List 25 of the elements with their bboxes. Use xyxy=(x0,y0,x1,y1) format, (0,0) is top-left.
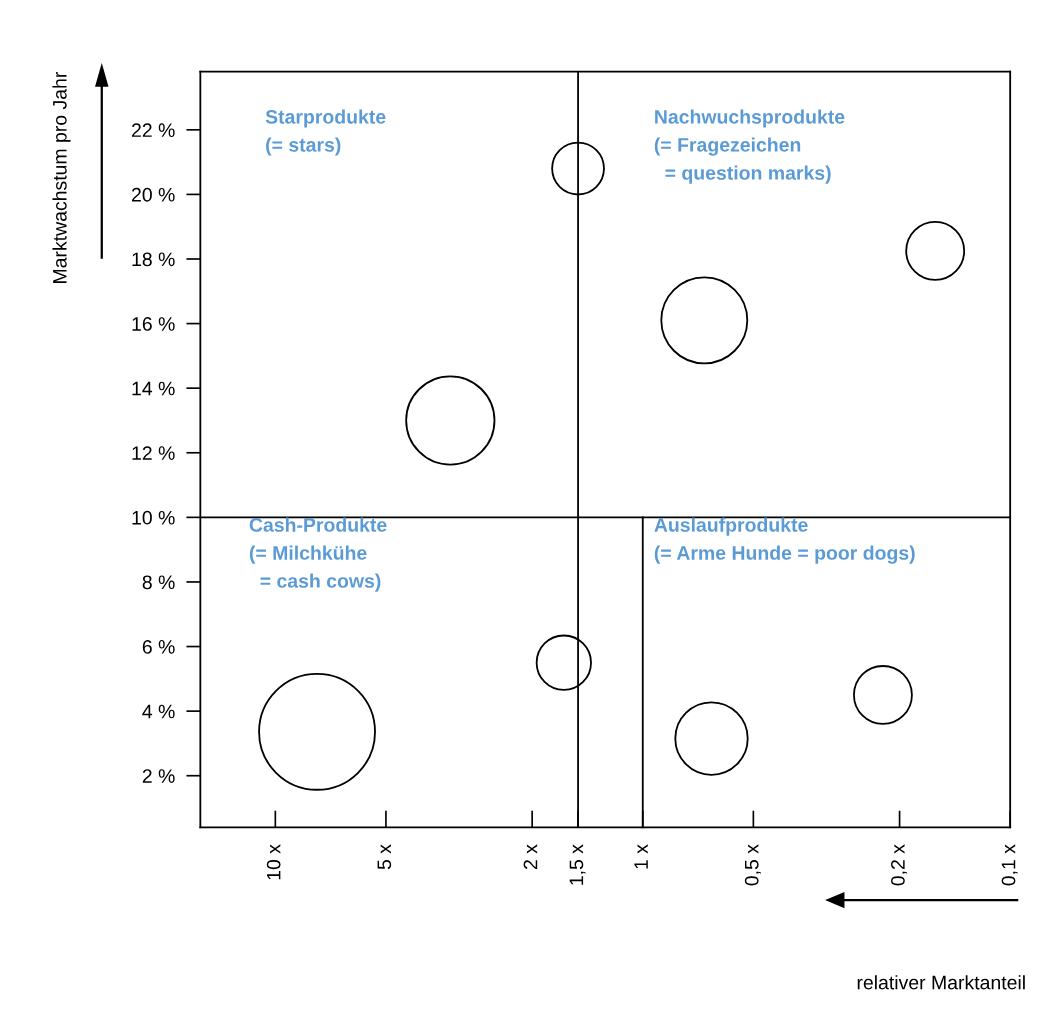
x-tick-label: 10 x xyxy=(266,844,281,880)
annotation: Nachwuchsprodukte (= Fragezeichen = question marks) xyxy=(654,109,845,184)
x-tick-label: 5 x xyxy=(377,844,392,870)
x-tick-label: 1 x xyxy=(634,844,648,869)
y-tick-label: 20 % xyxy=(132,187,175,202)
x-tick-label: 2 x xyxy=(523,844,538,870)
annotation: Starprodukte (= stars) xyxy=(265,109,386,156)
annotation: Cash-Produkte (= Milchkühe = cash cows) xyxy=(249,517,387,592)
x-tick-label: 1,5 x xyxy=(569,844,586,885)
y-tick-label: 4 % xyxy=(142,704,175,719)
y-tick-label: 8 % xyxy=(142,575,175,590)
y-axis-title: Marktwachstum pro Jahr xyxy=(52,71,71,283)
y-tick-label: 16 % xyxy=(132,317,175,331)
x-tick-label: 0,2 x xyxy=(891,844,908,886)
y-tick-label: 22 % xyxy=(132,123,175,137)
x-tick-label: 0,5 x xyxy=(744,844,761,886)
annotation: Auslaufprodukte (= Arme Hunde = poor dogs) xyxy=(654,517,915,564)
y-tick-label: 18 % xyxy=(132,252,175,267)
y-tick-label: 12 % xyxy=(132,446,175,460)
x-tick-label: 0,1 x xyxy=(1001,844,1018,886)
y-tick-label: 6 % xyxy=(142,640,175,654)
x-axis-title: relativer Marktanteil xyxy=(857,975,1025,990)
y-tick-label: 14 % xyxy=(132,381,175,396)
y-tick-label: 2 % xyxy=(142,769,175,783)
y-tick-label: 10 % xyxy=(132,510,175,525)
